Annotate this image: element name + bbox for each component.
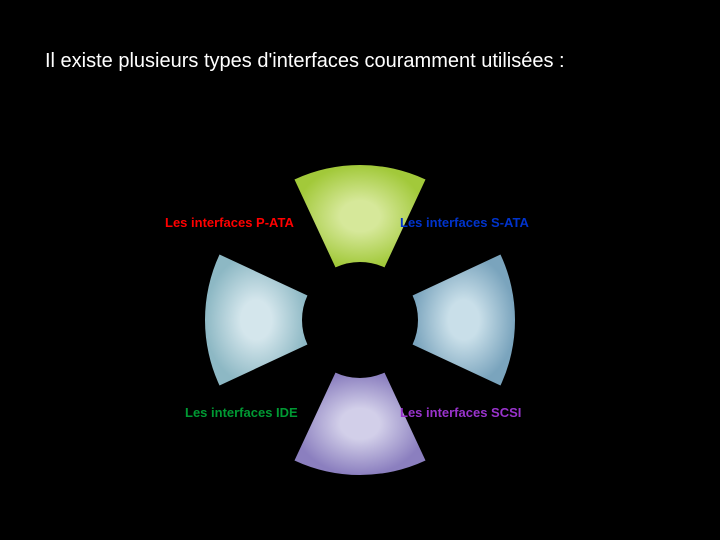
label-ide: Les interfaces IDE bbox=[185, 405, 298, 420]
wedge-bottom bbox=[294, 373, 425, 475]
label-pata: Les interfaces P-ATA bbox=[165, 215, 294, 230]
label-scsi: Les interfaces SCSI bbox=[400, 405, 521, 420]
wedge-right bbox=[413, 254, 515, 385]
wedge-left bbox=[205, 254, 307, 385]
radial-wedge-diagram bbox=[0, 0, 720, 540]
label-sata: Les interfaces S-ATA bbox=[400, 215, 529, 230]
